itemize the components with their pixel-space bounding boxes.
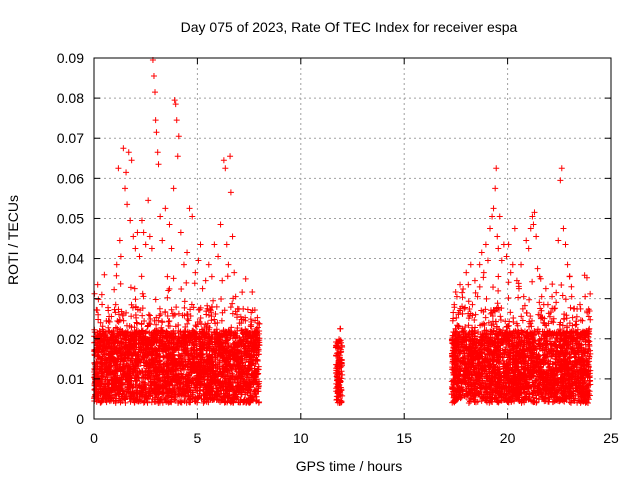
- roti-noise-point: [191, 280, 198, 287]
- roti-noise-point: [101, 271, 108, 278]
- roti-noise-point: [208, 317, 215, 324]
- roti-noise-point: [529, 278, 536, 285]
- roti-noise-point: [213, 303, 220, 310]
- roti-noise-point: [95, 296, 102, 303]
- roti-noise-point: [194, 399, 201, 406]
- roti-noise-point: [587, 290, 594, 297]
- roti-noise-point: [587, 316, 594, 323]
- roti-noise-point: [559, 292, 566, 299]
- roti-noise-point: [466, 306, 473, 313]
- roti-noise-point: [238, 327, 245, 334]
- roti-noise-point: [256, 320, 263, 327]
- roti-noise-point: [123, 322, 130, 329]
- roti-noise-point: [211, 316, 218, 323]
- roti-noise-point: [139, 312, 146, 319]
- roti-noise-point: [106, 318, 113, 325]
- roti-noise-point: [567, 304, 574, 311]
- roti-noise-point: [339, 343, 346, 350]
- roti-noise-point: [158, 324, 165, 331]
- roti-noise-point: [204, 302, 211, 309]
- roti-noise-point: [128, 313, 135, 320]
- roti-noise-point: [482, 314, 489, 321]
- roti-noise-point: [153, 321, 160, 328]
- roti-noise-point: [181, 304, 188, 311]
- roti-noise-point: [152, 296, 159, 303]
- roti-noise-point: [175, 310, 182, 317]
- roti-noise-point: [183, 279, 190, 286]
- roti-noise-point: [99, 301, 106, 308]
- roti-noise-point: [111, 286, 118, 293]
- roti-noise-point: [214, 319, 221, 326]
- roti-noise-point: [460, 285, 467, 292]
- roti-noise-point: [164, 294, 171, 301]
- roti-noise-point: [239, 289, 246, 296]
- roti-noise-point: [224, 273, 231, 280]
- roti-noise-point: [254, 324, 261, 331]
- roti-noise-point: [450, 309, 457, 316]
- roti-noise-point: [134, 320, 141, 327]
- roti-noise-point: [156, 305, 163, 312]
- roti-noise-point: [212, 310, 219, 317]
- roti-noise-point: [197, 314, 204, 321]
- roti-noise-point: [218, 296, 225, 303]
- roti-noise-point: [132, 296, 139, 303]
- roti-noise-point: [523, 309, 530, 316]
- roti-noise-point: [114, 317, 121, 324]
- roti-noise-point: [168, 306, 175, 313]
- roti-noise-point: [227, 304, 234, 311]
- roti-noise-point: [242, 275, 249, 282]
- roti-noise-point: [219, 309, 226, 316]
- roti-noise-point: [249, 289, 256, 296]
- roti-noise-point: [178, 286, 185, 293]
- roti-noise-point: [145, 311, 152, 318]
- roti-noise-point: [229, 300, 236, 307]
- roti-noise-point: [476, 283, 483, 290]
- roti-noise-point: [170, 275, 177, 282]
- roti-noise-point: [553, 299, 560, 306]
- roti-noise-point: [127, 284, 134, 291]
- roti-noise-point: [240, 305, 247, 312]
- roti-noise-point: [573, 318, 580, 325]
- roti-noise-point: [91, 290, 98, 297]
- roti-noise-point: [105, 307, 112, 314]
- roti-noise-point: [187, 306, 194, 313]
- roti-noise-point: [116, 317, 123, 324]
- data-points: [91, 57, 594, 406]
- roti-noise-point: [131, 285, 138, 292]
- roti-noise-point: [255, 363, 262, 370]
- roti-noise-point: [181, 298, 188, 305]
- roti-noise-point: [495, 287, 502, 294]
- roti-noise-point: [244, 306, 251, 313]
- roti-noise-point: [117, 280, 124, 287]
- roti-noise-point: [138, 273, 145, 280]
- roti-noise-point: [569, 314, 576, 321]
- roti-noise-point: [218, 317, 225, 324]
- roti-noise-point: [247, 316, 254, 323]
- roti-noise-point: [120, 317, 127, 324]
- roti-noise-point: [123, 309, 130, 316]
- roti-noise-point: [113, 272, 120, 279]
- roti-noise-point: [139, 290, 146, 297]
- roti-noise-point: [138, 321, 145, 328]
- roti-noise-point: [210, 297, 217, 304]
